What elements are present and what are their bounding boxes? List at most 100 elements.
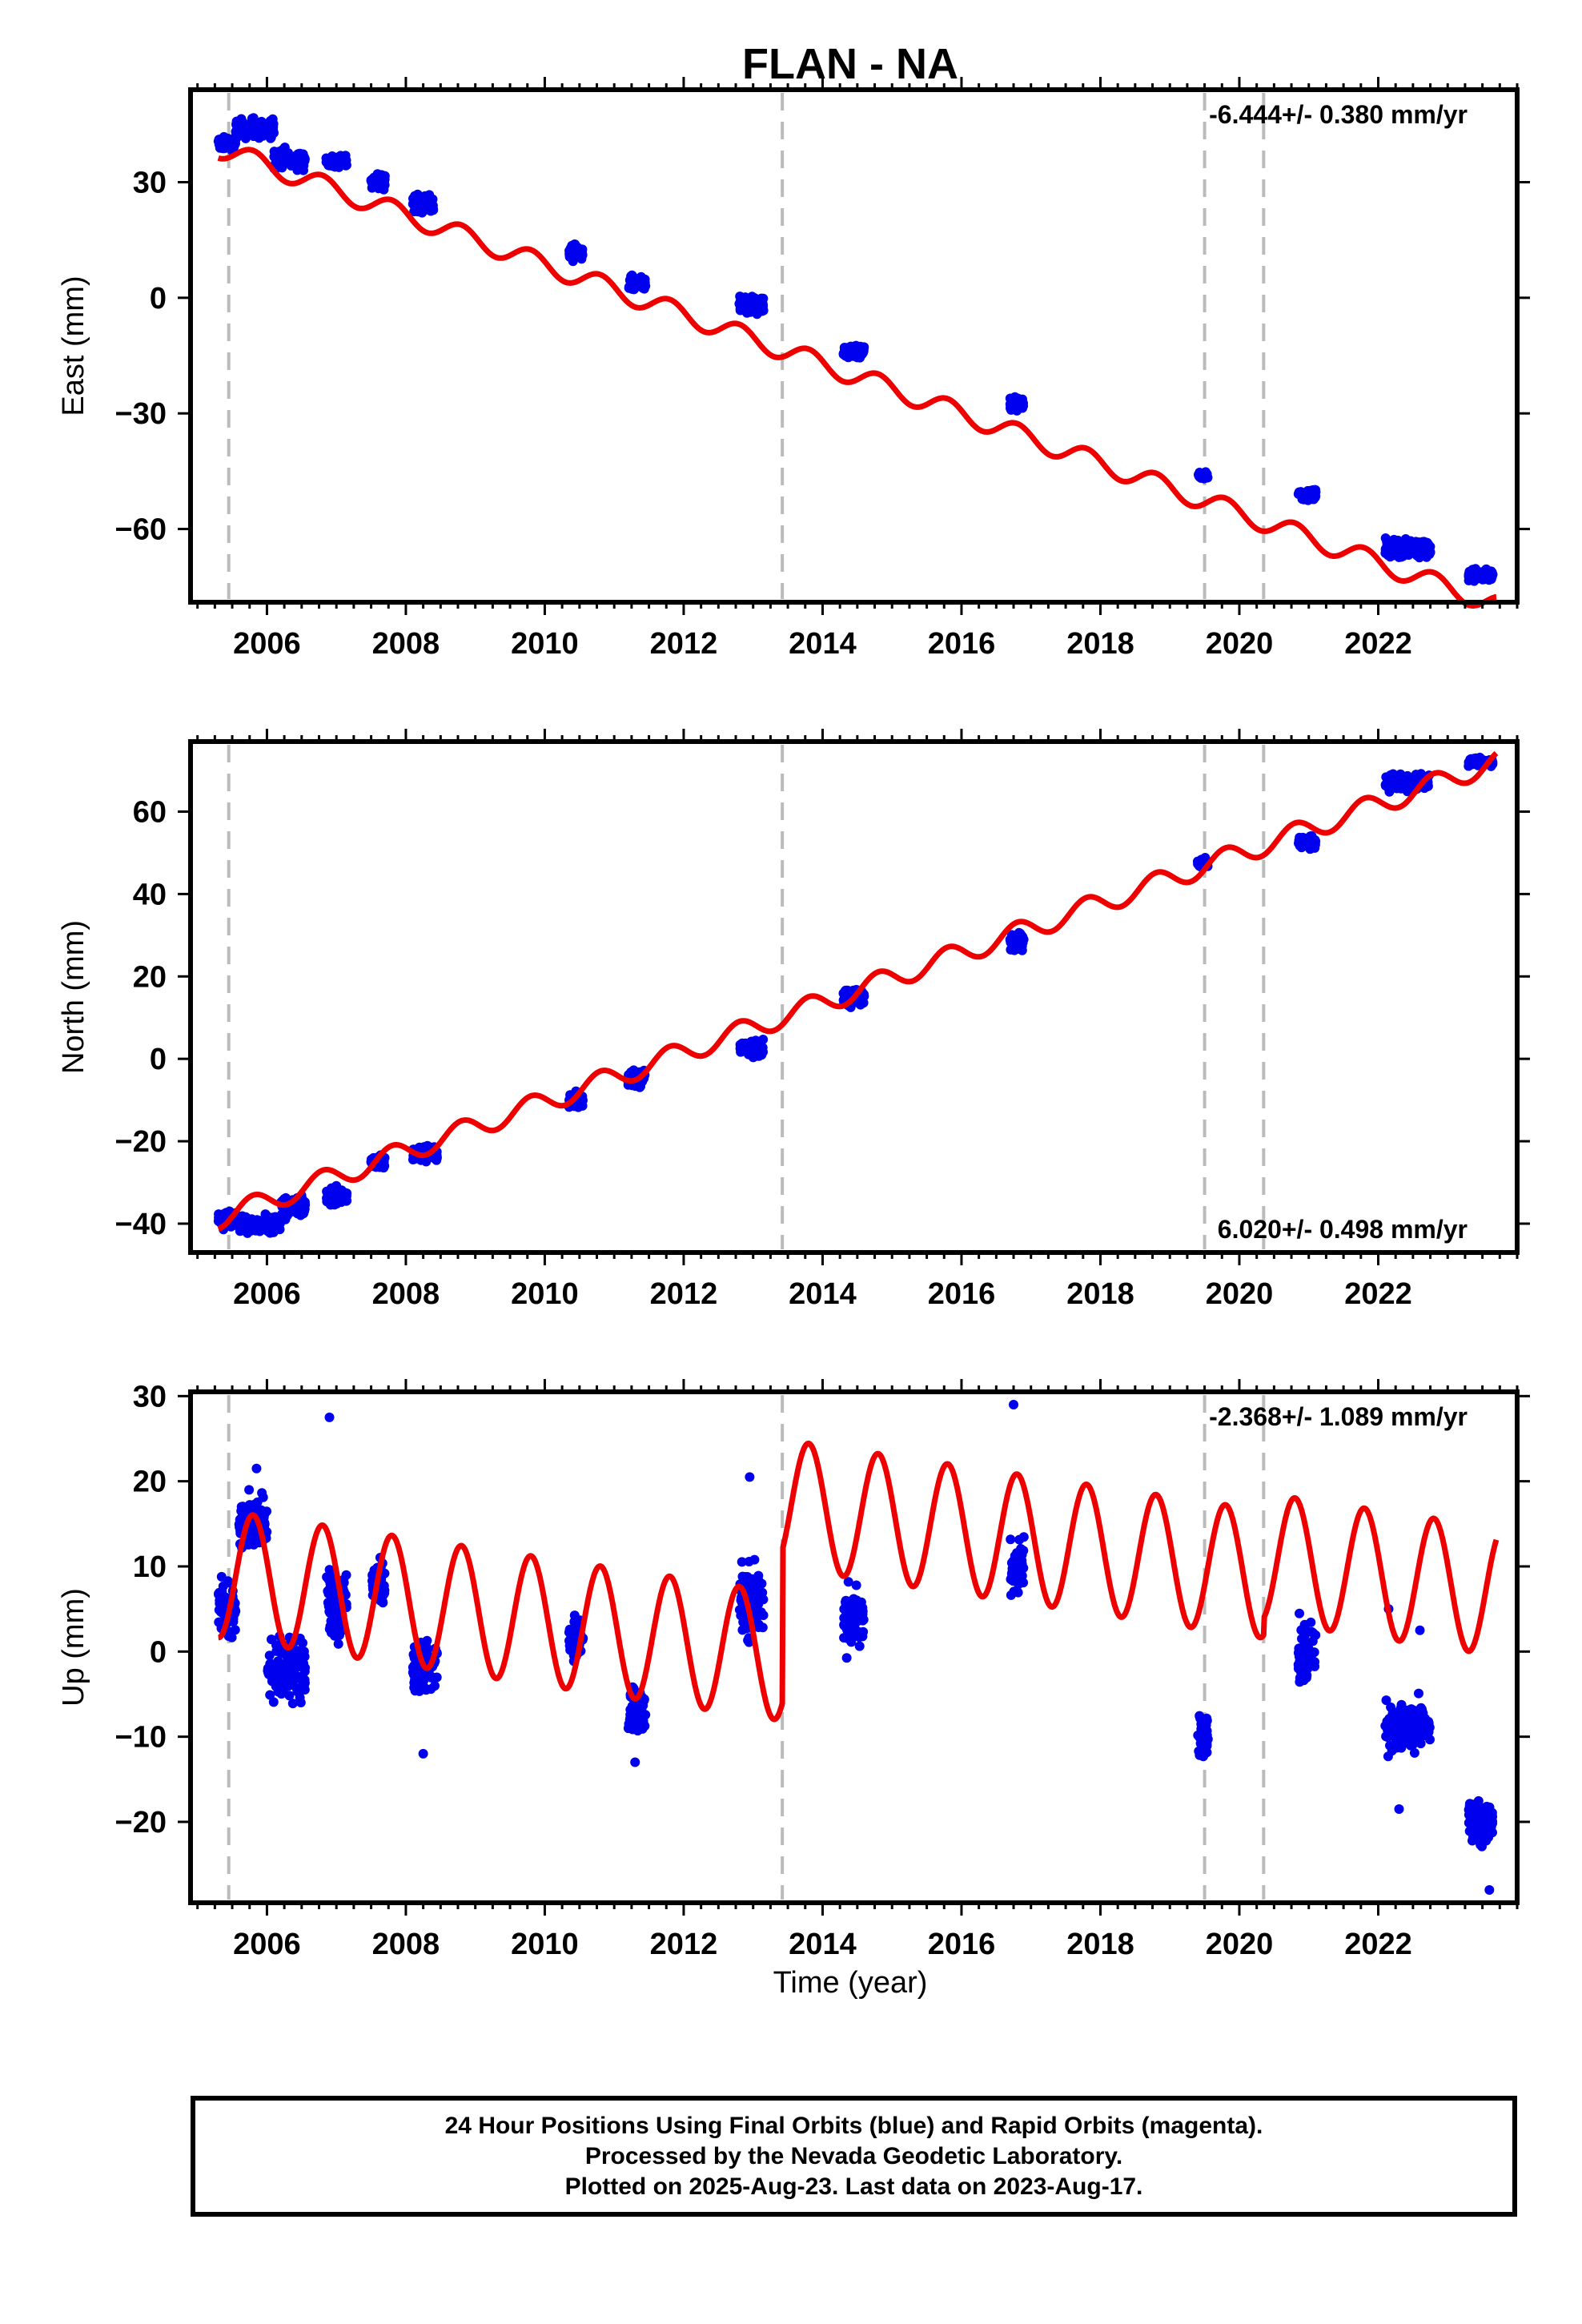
up-data-point xyxy=(1482,1828,1492,1839)
up-data-point xyxy=(1383,1751,1393,1762)
north-data-point xyxy=(1392,781,1403,791)
up-data-point xyxy=(1472,1825,1483,1835)
up-data-point xyxy=(745,1582,756,1592)
east-data-point xyxy=(1009,396,1019,407)
up-data-point xyxy=(1418,1731,1428,1741)
north-data-point xyxy=(746,1045,756,1055)
up-data-point xyxy=(214,1589,224,1599)
up-x-tick-label: 2012 xyxy=(650,1928,718,1961)
up-y-tick-label: −20 xyxy=(115,1806,167,1839)
north-data-point xyxy=(322,1188,332,1198)
east-x-tick-label: 2014 xyxy=(789,627,857,661)
east-data-point xyxy=(269,147,279,157)
north-y-axis-label: North (mm) xyxy=(57,920,90,1074)
east-data-point xyxy=(253,127,263,138)
up-data-point xyxy=(857,1631,868,1642)
north-x-tick-label: 2018 xyxy=(1066,1277,1134,1311)
north-data-point xyxy=(1402,780,1412,790)
up-data-point xyxy=(1014,1534,1025,1545)
up-data-point xyxy=(1395,1703,1406,1713)
up-data-point xyxy=(214,1605,224,1615)
up-data-point xyxy=(1299,1623,1309,1634)
east-data-point xyxy=(367,179,378,189)
up-x-tick-label: 2014 xyxy=(789,1928,857,1961)
north-y-tick-label: −40 xyxy=(115,1208,167,1241)
up-data-point xyxy=(628,1703,639,1714)
up-data-point xyxy=(1201,1739,1211,1749)
up-data-point xyxy=(1297,1650,1307,1660)
up-data-point xyxy=(1197,1731,1207,1740)
north-x-tick-label: 2010 xyxy=(511,1277,579,1311)
up-y-tick-label: 10 xyxy=(133,1550,167,1584)
east-panel: 2006 2008 2010 2012 2014 2016 2018 2020 2022 −60 −… xyxy=(57,77,1530,661)
up-data-point xyxy=(244,1485,255,1495)
up-data-point xyxy=(1006,1534,1016,1545)
north-y-tick-label: 40 xyxy=(133,878,167,911)
east-data-point xyxy=(1411,550,1422,561)
up-data-point xyxy=(745,1472,755,1482)
up-data-point xyxy=(843,1634,853,1644)
east-x-tick-label: 2016 xyxy=(928,627,996,661)
up-data-point xyxy=(418,1748,428,1759)
x-axis-label: Time (year) xyxy=(773,1966,928,2000)
east-data-point xyxy=(1395,539,1406,549)
north-x-tick-label: 2006 xyxy=(233,1277,301,1311)
up-x-tick-label: 2010 xyxy=(511,1928,579,1961)
east-data-point xyxy=(1486,566,1496,577)
east-x-tick-label: 2012 xyxy=(650,627,718,661)
east-data-point xyxy=(1396,552,1407,562)
up-data-point xyxy=(268,1697,279,1707)
up-data-point xyxy=(267,1634,276,1645)
up-y-tick-label: 0 xyxy=(150,1635,167,1669)
up-data-point xyxy=(1383,1722,1393,1732)
north-y-tick-label: 0 xyxy=(150,1043,167,1076)
east-data-point xyxy=(251,118,261,128)
up-data-point xyxy=(1481,1817,1491,1827)
north-data-point xyxy=(298,1204,308,1215)
up-data-point xyxy=(1403,1727,1414,1737)
up-data-point xyxy=(626,1717,636,1727)
east-data-point xyxy=(213,136,223,147)
up-data-point xyxy=(1299,1662,1309,1672)
up-plot-frame xyxy=(188,1389,1520,1905)
north-data-point xyxy=(1017,941,1027,951)
up-data-point xyxy=(738,1617,749,1627)
up-data-point xyxy=(1013,1587,1023,1598)
up-data-point xyxy=(1410,1715,1420,1725)
up-data-point xyxy=(1391,1739,1402,1750)
up-data-point xyxy=(848,1618,858,1627)
east-data-point xyxy=(1417,537,1427,547)
north-y-tick-label: 20 xyxy=(133,960,167,994)
north-data-point xyxy=(260,1223,270,1232)
east-data-point xyxy=(858,346,869,356)
east-data-point xyxy=(1310,488,1320,498)
east-y-tick-label: 0 xyxy=(150,282,167,316)
up-x-tick-label: 2022 xyxy=(1344,1928,1412,1961)
east-data-point xyxy=(263,123,274,134)
north-y-tick-label: 60 xyxy=(133,795,167,829)
east-data-point xyxy=(630,283,640,293)
up-data-point xyxy=(842,1599,853,1610)
up-data-point xyxy=(1199,1751,1208,1762)
footer-line-2: Processed by the Nevada Geodetic Laborat… xyxy=(584,2142,1123,2169)
up-data-point xyxy=(1394,1804,1404,1815)
north-data-point xyxy=(1299,838,1310,849)
east-data-point xyxy=(266,132,276,143)
up-data-point xyxy=(638,1719,648,1729)
up-rate-label: -2.368+/- 1.089 mm/yr xyxy=(1209,1402,1468,1431)
up-data-point xyxy=(287,1651,297,1662)
up-data-point xyxy=(287,1699,298,1709)
east-data-point xyxy=(1424,543,1435,553)
up-data-point xyxy=(275,1687,285,1697)
north-x-tick-label: 2016 xyxy=(928,1277,996,1311)
north-data-point xyxy=(334,1192,344,1203)
up-data-point xyxy=(1295,1608,1304,1618)
up-data-point xyxy=(839,1613,849,1623)
up-data-point xyxy=(430,1681,440,1691)
east-data-point xyxy=(735,305,745,316)
up-data-point xyxy=(324,1601,335,1611)
up-data-point xyxy=(1484,1885,1495,1896)
up-data-point xyxy=(1415,1625,1425,1635)
up-data-point xyxy=(1006,1568,1017,1578)
east-data-point xyxy=(1474,569,1484,579)
